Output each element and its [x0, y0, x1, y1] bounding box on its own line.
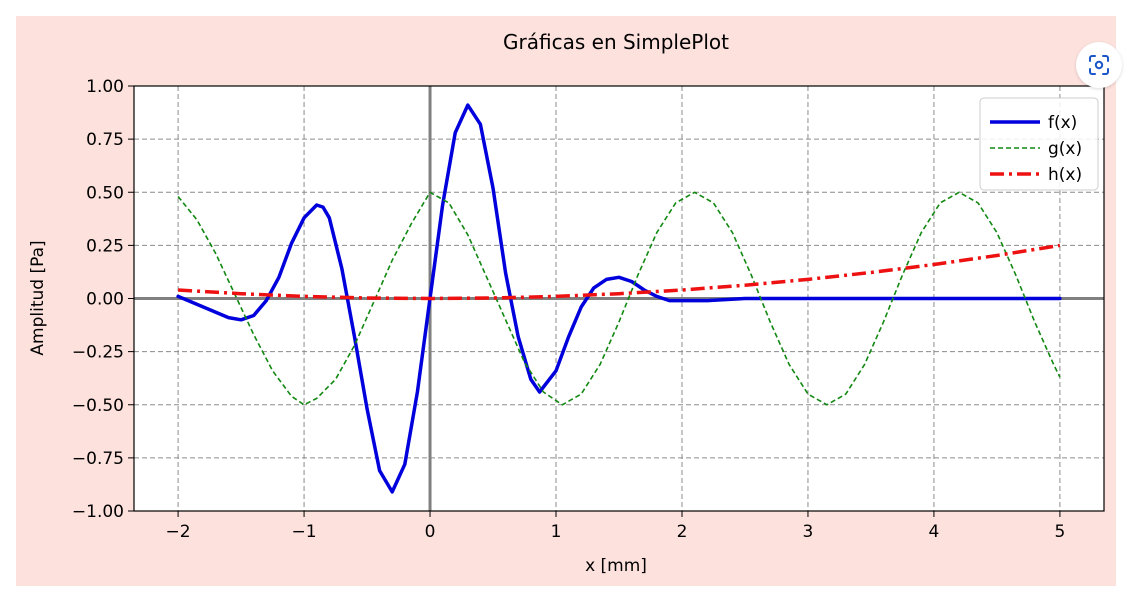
x-tick-label: 3	[803, 522, 814, 542]
y-tick-label: −0.50	[72, 396, 124, 416]
y-axis: 1.00 0.75 0.50 0.25 0.00 −0.25 −0.50 −0.75 −1.00	[72, 77, 134, 522]
y-tick-label: 0.50	[86, 183, 124, 203]
chart-figure: −2 −1 0 1 2 3 4 5 1.00 0.75 0.50 0.25 0.00 −0.25 −0.5…	[16, 16, 1122, 586]
x-tick-label: −1	[292, 522, 317, 542]
y-tick-label: 0.25	[86, 236, 124, 256]
y-tick-label: 0.00	[86, 290, 124, 310]
y-tick-label: −0.25	[72, 343, 124, 363]
visual-search-button[interactable]	[1076, 42, 1122, 88]
y-tick-label: −0.75	[72, 449, 124, 469]
y-tick-label: −1.00	[72, 502, 124, 522]
series-layer	[176, 103, 1062, 494]
x-tick-label: 2	[677, 522, 688, 542]
chart-title: Gráficas en SimplePlot	[503, 30, 729, 54]
series-line-2	[177, 243, 1061, 301]
x-tick-label: 1	[551, 522, 562, 542]
legend-label: f(x)	[1048, 113, 1077, 133]
y-tick-label: 0.75	[86, 130, 124, 150]
legend-label: h(x)	[1048, 165, 1082, 185]
x-axis: −2 −1 0 1 2 3 4 5	[166, 511, 1065, 542]
visual-search-icon	[1089, 55, 1109, 75]
y-axis-label: Amplitud [Pa]	[28, 240, 48, 355]
series-line-0	[176, 103, 1062, 494]
x-tick-label: 0	[425, 522, 436, 542]
legend-label: g(x)	[1048, 139, 1082, 159]
series-line-1	[177, 191, 1061, 406]
x-tick-label: 5	[1054, 522, 1065, 542]
x-tick-label: −2	[166, 522, 191, 542]
y-tick-label: 1.00	[86, 77, 124, 97]
legend: f(x) g(x) h(x)	[979, 97, 1099, 191]
x-axis-label: x [mm]	[585, 556, 647, 576]
x-tick-label: 4	[929, 522, 940, 542]
chart-svg: −2 −1 0 1 2 3 4 5 1.00 0.75 0.50 0.25 0.00 −0.25 −0.5…	[28, 30, 1105, 576]
